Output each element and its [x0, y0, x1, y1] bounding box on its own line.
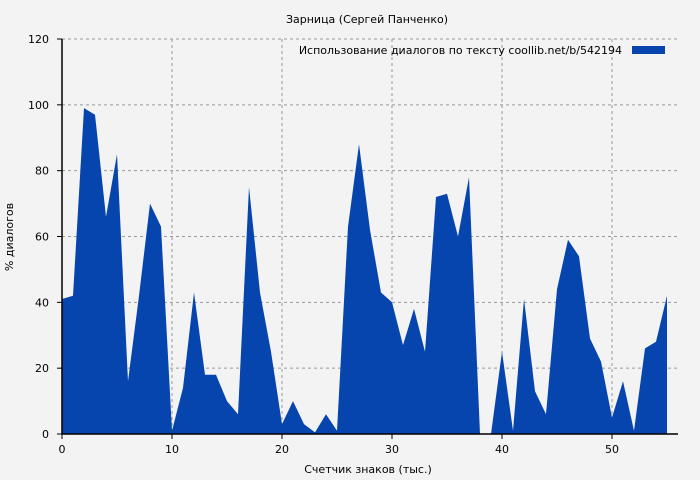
x-axis-label: Счетчик знаков (тыс.) — [304, 463, 432, 476]
y-tick-label: 120 — [28, 33, 49, 46]
y-tick-label: 0 — [42, 428, 49, 441]
series-area — [62, 108, 667, 434]
y-axis-label: % диалогов — [3, 203, 16, 271]
x-tick-label: 30 — [385, 443, 399, 456]
y-tick-label: 100 — [28, 99, 49, 112]
x-tick-label: 0 — [59, 443, 66, 456]
y-tick-label: 40 — [35, 296, 49, 309]
x-tick-label: 40 — [495, 443, 509, 456]
x-tick-label: 20 — [275, 443, 289, 456]
x-tick-label: 50 — [605, 443, 619, 456]
y-tick-label: 60 — [35, 231, 49, 244]
ticks: 0 10 20 30 40 50 0 20 40 60 80 100 120 — [28, 33, 619, 456]
y-tick-label: 80 — [35, 165, 49, 178]
legend-label: Использование диалогов по тексту coollib… — [299, 44, 622, 57]
y-tick-label: 20 — [35, 362, 49, 375]
legend-swatch — [632, 46, 665, 54]
x-tick-label: 10 — [165, 443, 179, 456]
legend: Использование диалогов по тексту coollib… — [299, 44, 665, 57]
chart-title: Зарница (Сергей Панченко) — [286, 13, 448, 26]
